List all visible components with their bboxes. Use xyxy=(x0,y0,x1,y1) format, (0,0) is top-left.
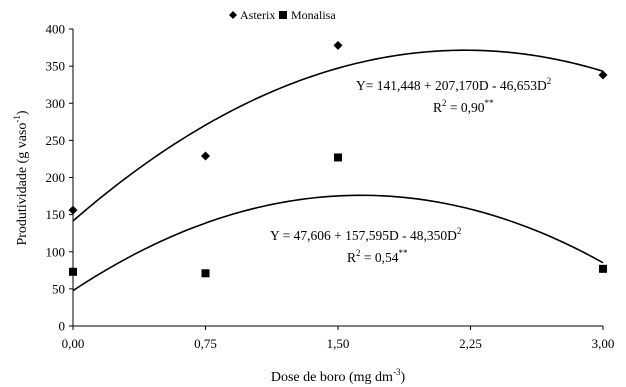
x-tick-label: 0,00 xyxy=(62,336,85,351)
x-ticks: 0,00 0,75 1,50 2,25 3,00 xyxy=(62,326,615,351)
equation-asterix: Y= 141,448 + 207,170D - 46,653D2 R2 = 0,… xyxy=(356,76,551,115)
data-point-monalisa xyxy=(201,269,210,278)
data-point-asterix xyxy=(201,151,210,161)
data-point-monalisa xyxy=(69,267,77,276)
legend-label-monalisa: Monalisa xyxy=(291,8,336,22)
x-tick-label: 1,50 xyxy=(327,336,350,351)
y-tick-label: 300 xyxy=(46,96,66,111)
y-ticks: 0 50 100 150 200 250 300 350 400 xyxy=(46,22,73,334)
data-point-monalisa xyxy=(334,153,342,162)
legend: Asterix Monalisa xyxy=(229,8,336,22)
x-axis-title: Dose de boro (mg dm-3) xyxy=(271,367,406,385)
data-point-asterix xyxy=(598,70,608,80)
equation-asterix-text: Y= 141,448 + 207,170D - 46,653D2 xyxy=(356,76,551,93)
data-point-asterix xyxy=(68,205,78,215)
legend-marker-diamond xyxy=(229,11,237,19)
r2-asterix-text: R2 = 0,90** xyxy=(433,98,494,115)
fit-curve-monalisa xyxy=(72,194,604,292)
x-tick-label: 2,25 xyxy=(459,336,482,351)
y-tick-label: 350 xyxy=(46,59,66,74)
equation-monalisa-text: Y = 47,606 + 157,595D - 48,350D2 xyxy=(270,226,461,243)
legend-item-monalisa: Monalisa xyxy=(279,8,336,22)
r2-monalisa-text: R2 = 0,54** xyxy=(347,248,408,265)
y-tick-label: 100 xyxy=(46,244,66,259)
fit-curve-asterix xyxy=(72,49,604,222)
equation-monalisa: Y = 47,606 + 157,595D - 48,350D2 R2 = 0,… xyxy=(270,226,461,265)
data-point-monalisa xyxy=(599,264,607,273)
y-tick-label: 200 xyxy=(46,170,66,185)
y-tick-label: 250 xyxy=(46,133,66,148)
legend-marker-square xyxy=(279,11,287,19)
x-tick-label: 3,00 xyxy=(592,336,615,351)
y-tick-label: 0 xyxy=(59,319,66,334)
legend-item-asterix: Asterix xyxy=(229,8,275,22)
y-tick-label: 150 xyxy=(46,207,66,222)
y-tick-label: 400 xyxy=(46,22,66,37)
y-axis-title: Produtividade (g vaso-1) xyxy=(12,110,30,245)
legend-label-asterix: Asterix xyxy=(240,8,275,22)
y-tick-label: 50 xyxy=(52,281,65,296)
data-points xyxy=(68,40,608,278)
x-tick-label: 0,75 xyxy=(194,336,217,351)
data-point-asterix xyxy=(333,40,343,50)
